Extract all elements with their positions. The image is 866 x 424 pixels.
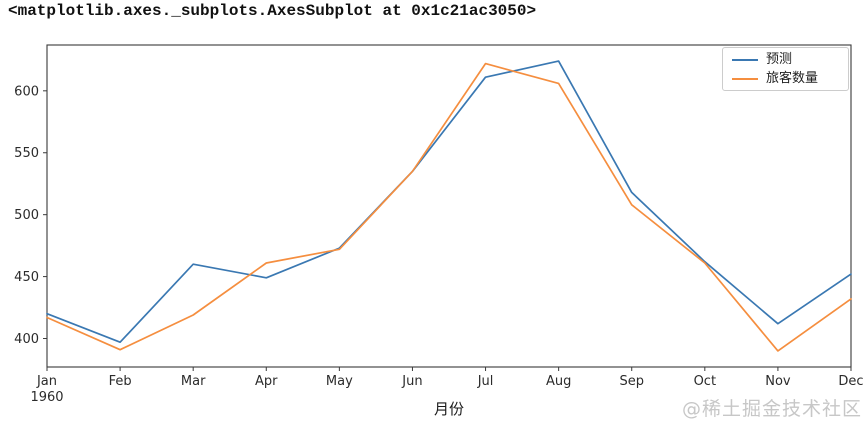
legend-line-sample-forecast (732, 58, 758, 61)
series-line-1 (46, 62, 852, 352)
y-tick-label: 450 (14, 270, 39, 285)
legend-item-forecast: 预测 (732, 52, 839, 67)
x-tick-label: May (326, 374, 353, 389)
legend: 预测 旅客数量 (722, 47, 849, 91)
x-tick-label: Oct (694, 374, 716, 389)
y-tick-label: 400 (14, 332, 39, 347)
x-tick-label: Mar (181, 374, 206, 389)
legend-item-passengers: 旅客数量 (732, 71, 839, 86)
x-axis-title: 月份 (433, 400, 465, 418)
x-tick-label: Jan (36, 374, 57, 389)
legend-label-forecast: 预测 (766, 52, 793, 67)
x-tick-label: Jul (477, 374, 494, 389)
legend-line-sample-passengers (732, 77, 758, 80)
y-tick-label: 550 (14, 146, 39, 161)
x-tick-year-label: 1960 (30, 390, 63, 405)
x-tick-label: Jun (401, 374, 422, 389)
x-tick-label: Nov (765, 374, 791, 389)
x-tick-label: Apr (255, 374, 278, 389)
console-repr-text: <matplotlib.axes._subplots.AxesSubplot a… (8, 2, 537, 20)
x-tick-label: Aug (546, 374, 571, 389)
legend-label-passengers: 旅客数量 (766, 71, 819, 86)
watermark: @稀土掘金技术社区 (681, 398, 862, 420)
y-tick-label: 600 (14, 84, 39, 99)
x-tick-label: Sep (619, 374, 644, 389)
y-tick-label: 500 (14, 208, 39, 223)
x-tick-label: Dec (838, 374, 863, 389)
x-tick-label: Feb (109, 374, 132, 389)
plot-frame (46, 44, 852, 368)
series-line-0 (46, 60, 852, 344)
